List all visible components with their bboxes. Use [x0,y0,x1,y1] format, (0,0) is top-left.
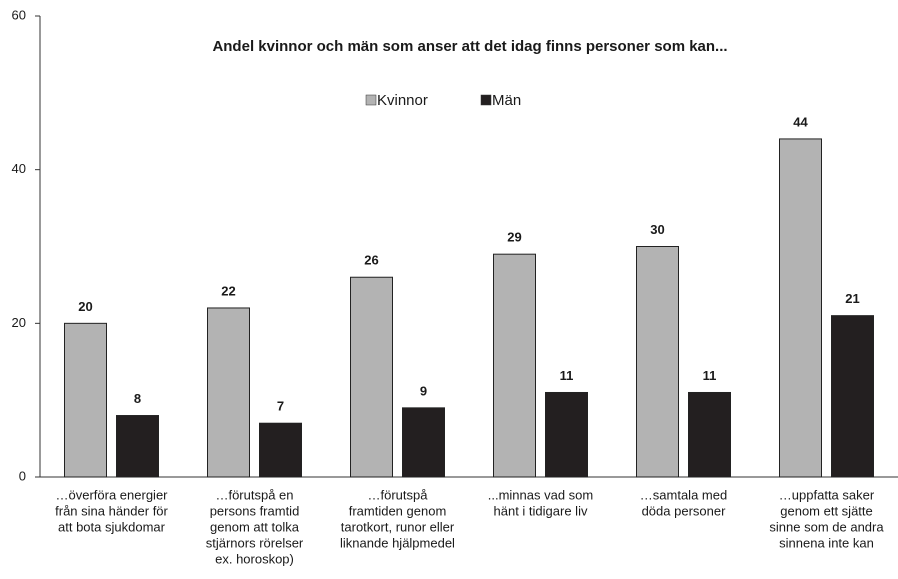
chart-title: Andel kvinnor och män som anser att det … [212,38,727,55]
legend-swatch [480,94,492,106]
value-label: 11 [703,368,717,383]
value-label: 22 [221,283,235,298]
y-tick-label: 60 [12,7,26,22]
bar [831,315,874,478]
x-tick-label: genom att tolka [210,519,300,534]
x-tick-label: persons framtid [210,503,300,518]
x-tick-label: hänt i tidigare liv [494,503,588,518]
x-tick-label: …uppfatta saker [779,487,875,502]
bar [64,322,107,478]
y-tick-label: 0 [19,468,26,483]
bar [636,246,679,478]
x-tick-label: sinnena inte kan [779,535,874,550]
bar [207,307,250,478]
value-label: 26 [364,253,378,268]
x-tick-label: sinne som de andra [769,519,884,534]
value-label: 7 [277,399,284,414]
x-tick-label: genom ett sjätte [780,503,873,518]
x-tick-label: från sina händer för [55,503,168,518]
x-tick-label: …överföra energier [56,487,169,502]
x-tick-label: ...minnas vad som [488,487,594,502]
value-label: 30 [650,222,664,237]
x-tick-label: liknande hjälpmedel [340,535,455,550]
x-tick-label: …samtala med [640,487,727,502]
y-tick-label: 40 [12,161,26,176]
x-tick-label: framtiden genom [349,503,447,518]
x-tick-label: att bota sjukdomar [58,519,166,534]
bar [259,422,302,478]
value-label: 44 [793,114,808,129]
legend-label: Män [492,92,521,109]
value-label: 29 [507,230,521,245]
bar [350,276,393,478]
x-tick-label: ex. horoskop) [215,551,294,566]
x-tick-label: stjärnors rörelser [206,535,304,550]
bar [779,138,822,478]
y-tick-label: 20 [12,315,26,330]
bar [493,253,536,478]
value-label: 8 [134,391,141,406]
legend-label: Kvinnor [377,92,428,109]
legend-swatch [365,94,377,106]
value-label: 9 [420,383,427,398]
value-label: 21 [845,291,859,306]
x-tick-label: tarotkort, runor eller [341,519,455,534]
bar [116,415,159,478]
x-tick-label: …förutspå en [215,487,293,502]
bar [402,407,445,478]
x-tick-label: döda personer [642,503,727,518]
value-label: 11 [560,368,574,383]
bar [545,391,588,478]
x-tick-label: …förutspå [368,487,429,502]
value-label: 20 [78,299,92,314]
bar [688,391,731,478]
